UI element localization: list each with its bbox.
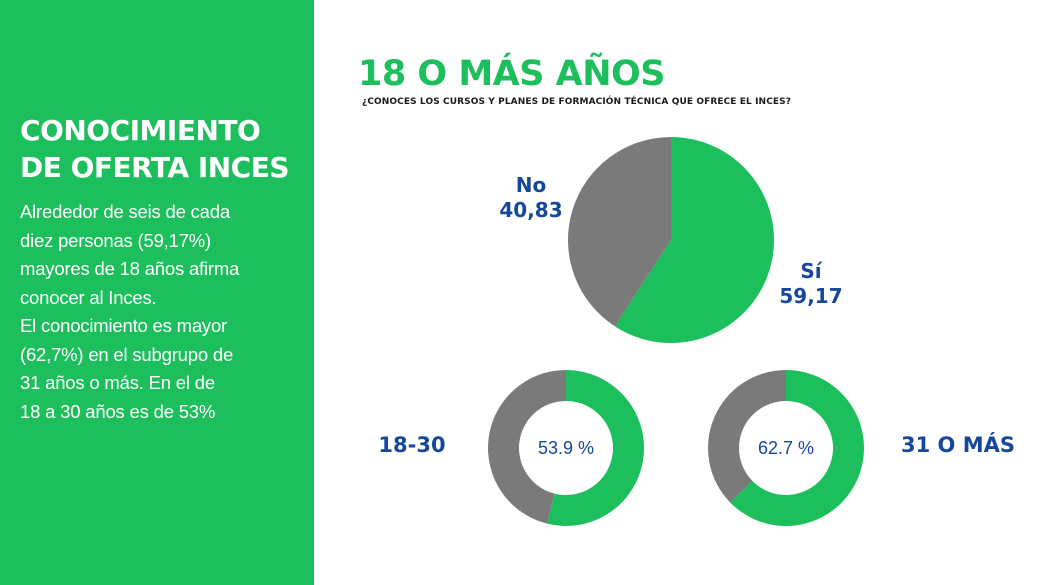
donut-18-30-slice-si [547, 370, 645, 527]
pie-label-no: No 40,83 [486, 173, 576, 223]
donut-chart-18-30 [488, 370, 645, 527]
sidebar-text-line: El conocimiento es mayor [20, 315, 228, 336]
donut-31-plus-slice-si [730, 369, 865, 526]
pie-slice-si [614, 137, 774, 343]
page-title: 18 O MÁS AÑOS [358, 54, 665, 94]
sidebar-text-line: (62,7%) en el subgrupo de [20, 343, 234, 365]
sidebar-text-line: diez personas (59,17%) [20, 229, 211, 251]
main-pie-chart [568, 137, 774, 343]
sidebar-text-line: Alrededor de seis de cada [20, 201, 230, 222]
pie-label-si-category: Sí [800, 259, 822, 283]
donut-31-plus-slice-no [707, 370, 786, 503]
sidebar-title-line-1: CONOCIMIENTO [20, 114, 261, 147]
survey-question: ¿CONOCES LOS CURSOS Y PLANES DE FORMACIÓ… [362, 97, 792, 107]
pie-label-si: Sí 59,17 [766, 259, 856, 309]
sidebar-text-line: conocer al Inces. [20, 286, 157, 308]
sidebar-title-line-2: DE OFERTA INCES [20, 151, 290, 184]
pie-label-no-value: 40,83 [499, 198, 563, 222]
pie-label-no-category: No [515, 173, 547, 197]
sidebar-text-line: mayores de 18 años afirma [20, 258, 240, 279]
sidebar-panel: CONOCIMIENTO DE OFERTA INCES Alrededor d… [0, 0, 314, 585]
donut-center-label-18-30: 53.9 % [537, 438, 595, 458]
sidebar-text-line: 31 años o más. En el de [20, 372, 215, 393]
donut-18-30-slice-no [488, 370, 566, 524]
pie-slice-no [568, 137, 671, 327]
pie-label-si-value: 59,17 [779, 284, 843, 308]
sidebar-text-line: 18 a 30 años es de 53% [20, 400, 216, 422]
donut-center-label-31-plus: 62.7 % [757, 438, 815, 458]
donut-group-label-31-plus: 31 O MÁS [901, 433, 1015, 457]
sidebar-description: Alrededor de seis de cada diez personas … [20, 198, 310, 426]
sidebar-title: CONOCIMIENTO DE OFERTA INCES [20, 112, 310, 186]
donut-group-label-18-30: 18-30 [378, 433, 446, 457]
donut-chart-31-plus [707, 369, 865, 526]
